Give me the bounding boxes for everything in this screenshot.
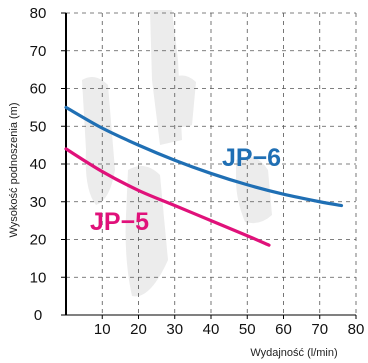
series-label-0: JP−6 xyxy=(222,144,281,172)
watermark-shape xyxy=(168,75,196,127)
y-tick-label: 80 xyxy=(30,5,47,22)
x-tick-label: 80 xyxy=(348,321,365,338)
series-line-1 xyxy=(64,147,271,247)
x-axis-ticks: 10 20 30 40 50 60 70 80 xyxy=(94,315,364,338)
x-tick-label: 70 xyxy=(311,321,328,338)
series-labels: JP−6 JP−5 xyxy=(90,144,281,236)
series-lines xyxy=(64,105,344,247)
y-tick-label: 50 xyxy=(30,118,47,135)
x-tick-label: 20 xyxy=(130,321,147,338)
x-tick-label: 50 xyxy=(239,321,256,338)
x-tick-label: 40 xyxy=(203,321,220,338)
grid xyxy=(66,12,357,315)
series-label-1: JP−5 xyxy=(90,208,149,236)
series-line-0 xyxy=(64,105,344,208)
y-tick-label: 0 xyxy=(34,307,42,324)
y-tick-label: 30 xyxy=(30,194,47,211)
watermark-shape xyxy=(82,76,115,205)
x-tick-label: 60 xyxy=(275,321,292,338)
x-axis-title: Wydajność (l/min) xyxy=(250,347,337,359)
y-axis-ticks: 0 10 20 30 40 50 60 70 80 xyxy=(30,5,66,324)
y-tick-label: 60 xyxy=(30,81,47,98)
x-tick-label: 30 xyxy=(166,321,183,338)
y-tick-label: 70 xyxy=(30,43,47,60)
y-tick-label: 10 xyxy=(30,269,47,286)
x-tick-label: 10 xyxy=(94,321,111,338)
y-axis-title: Wysokość podnoszenia (m) xyxy=(8,102,20,237)
y-tick-label: 20 xyxy=(30,232,47,249)
watermark-shape xyxy=(236,156,272,224)
y-tick-label: 40 xyxy=(30,156,47,173)
